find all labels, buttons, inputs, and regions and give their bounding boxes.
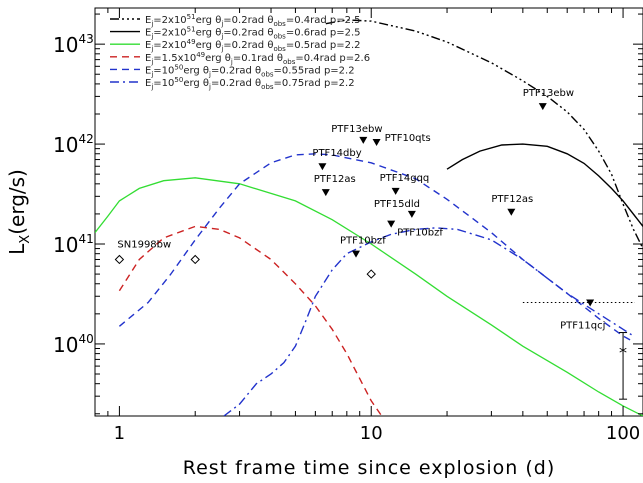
upper-limit-label: PTF13ebw <box>523 88 574 99</box>
x-axis-label: Rest frame time since explosion (d) <box>183 457 556 479</box>
upper-limit-label: PTF12as <box>491 194 533 205</box>
series-line-6 <box>223 227 634 416</box>
legend: Ej=2x1051erg θj=0.2rad θobs=0.4rad p=2.5… <box>110 13 370 91</box>
y-tick-label: 1043 <box>53 32 94 57</box>
upper-limit-marker <box>359 136 368 144</box>
upper-limit-label: PTF10bzf <box>340 236 386 247</box>
curves-group <box>95 19 643 416</box>
detection-marker <box>366 269 376 279</box>
y-tick-label: 1040 <box>53 332 94 357</box>
upper-limit-label: PTF10qts <box>385 133 431 144</box>
upper-limit-marker <box>538 103 547 111</box>
plot-frame <box>94 7 643 417</box>
upper-limit-marker <box>321 189 330 197</box>
ticks-group: 1 10 100 1040 1041 1042 1043 <box>53 8 643 444</box>
x-tick-label: 100 <box>606 423 640 444</box>
x-tick-label: 10 <box>360 423 383 444</box>
upper-limit-label: PTF13ebw <box>331 124 382 135</box>
asterisk-marker: * <box>619 343 627 362</box>
x-tick-label: 1 <box>114 423 125 444</box>
upper-limit-marker <box>387 220 396 228</box>
upper-limit-label: PTF14dby <box>312 148 361 159</box>
series-line-2 <box>446 143 643 227</box>
upper-limit-marker <box>391 187 400 195</box>
upper-limit-label: PTF11qcj <box>560 320 605 331</box>
detection-marker <box>190 254 200 265</box>
upper-limit-label: PTF12as <box>314 174 356 185</box>
upper-limit-marker <box>372 138 381 146</box>
upper-limit-marker <box>507 208 516 216</box>
legend-entry-3: Ej=2x1049erg θj=0.2rad θobs=0.5rad p=2.2 <box>145 38 361 53</box>
y-tick-label: 1041 <box>53 232 94 257</box>
detection-marker <box>114 254 125 265</box>
series-line-4 <box>118 225 383 416</box>
legend-entry-4: Ej=1.5x1049erg θj=0.1rad θobs=0.4rad p=2… <box>145 51 370 66</box>
detection-label: SN1998bw <box>117 239 171 250</box>
legend-entry-1: Ej=2x1051erg θj=0.2rad θobs=0.4rad p=2.5 <box>145 13 361 28</box>
y-axis-label: LX(erg/s) <box>5 169 33 255</box>
series-line-1 <box>325 19 643 249</box>
y-tick-label: 1042 <box>53 132 94 157</box>
upper-limit-label: PTF14gqq <box>380 173 430 184</box>
upper-limit-marker <box>407 210 416 218</box>
legend-entry-5: Ej=1050erg θj=0.2rad θobs=0.55rad p=2.2 <box>145 63 355 78</box>
legend-entry-6: Ej=1050erg θj=0.2rad θobs=0.75rad p=2.2 <box>145 76 355 91</box>
upper-limit-label: PTF10bzf <box>397 228 443 239</box>
series-line-3 <box>95 177 643 416</box>
upper-limit-marker <box>318 163 327 171</box>
upper-limit-label: PTF15dld <box>374 199 420 210</box>
upper-limit-marker <box>352 250 361 258</box>
upper-limit-marker <box>586 299 595 307</box>
legend-entry-2: Ej=2x1051erg θj=0.2rad θobs=0.6rad p=2.5 <box>145 26 361 41</box>
